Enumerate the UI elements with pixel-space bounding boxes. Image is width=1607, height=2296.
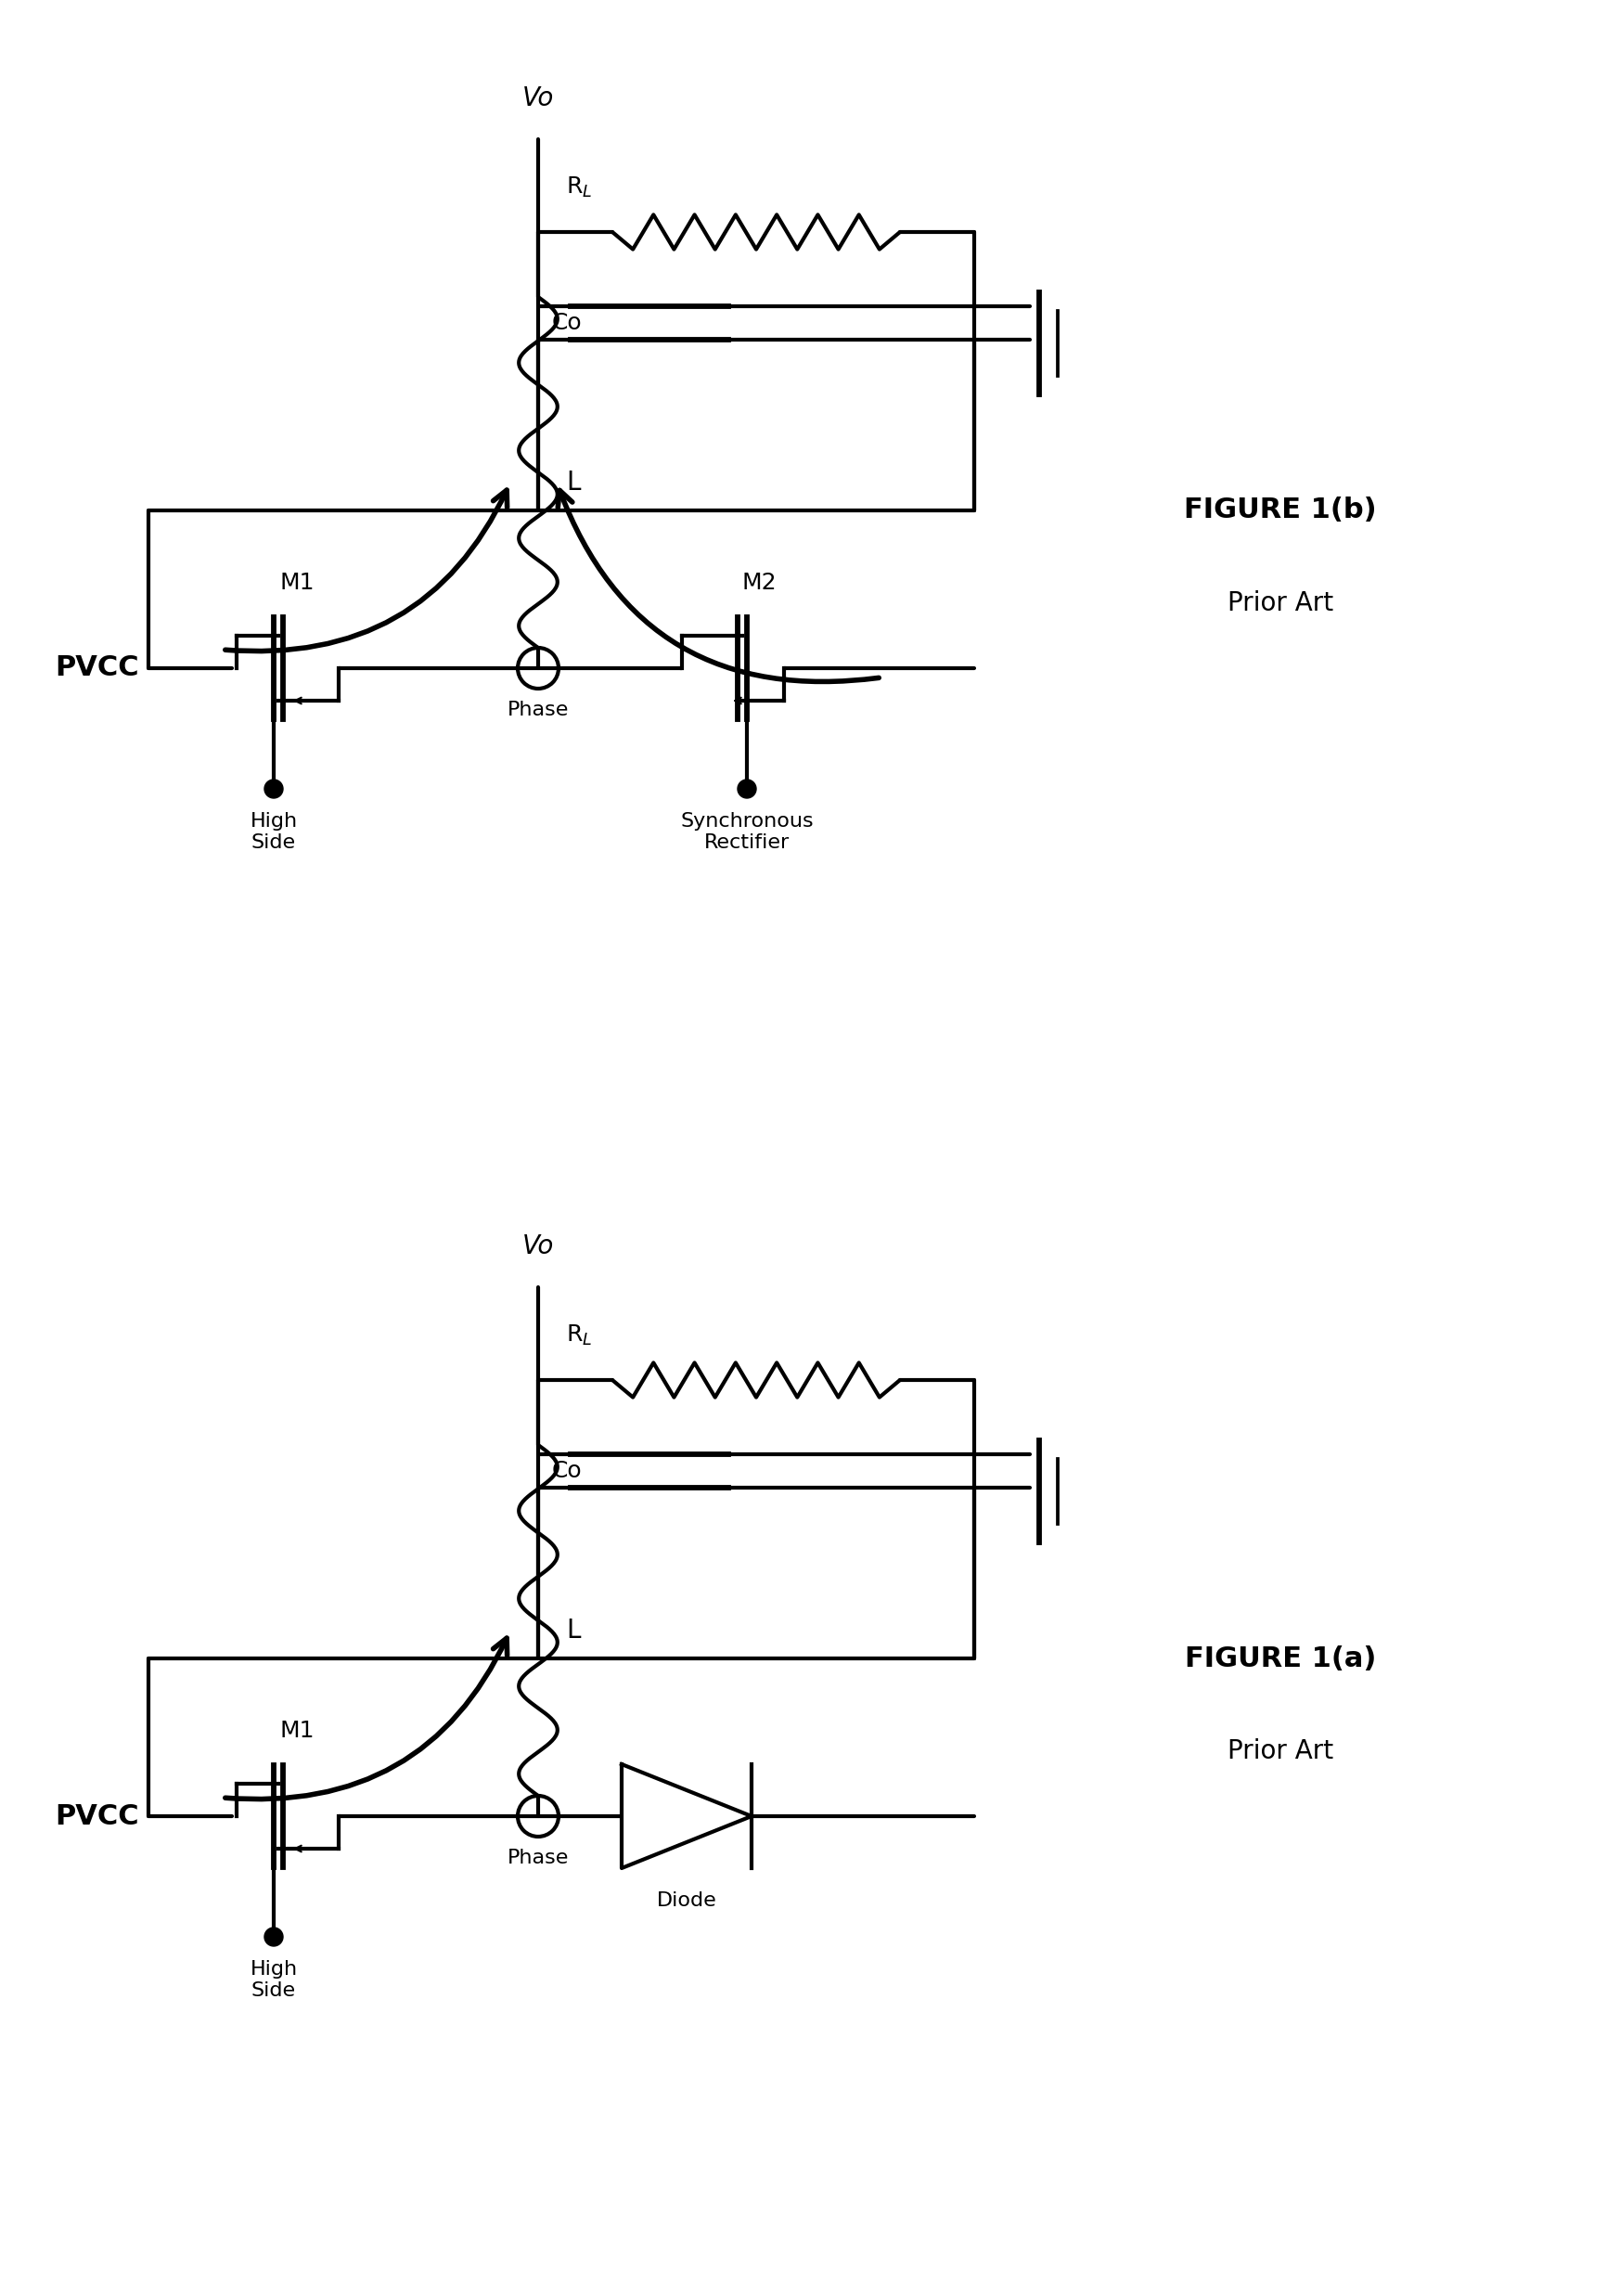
Text: M1: M1	[280, 1720, 315, 1743]
Text: Co: Co	[553, 1460, 582, 1483]
Text: Prior Art: Prior Art	[1228, 590, 1334, 615]
Text: FIGURE 1(b): FIGURE 1(b)	[1184, 496, 1377, 523]
Text: Diode: Diode	[657, 1892, 717, 1910]
Text: Vo: Vo	[522, 1233, 554, 1261]
Text: Phase: Phase	[508, 700, 569, 719]
Circle shape	[738, 781, 757, 799]
Text: M2: M2	[742, 572, 778, 595]
Text: Co: Co	[553, 312, 582, 335]
Text: R$_L$: R$_L$	[566, 1322, 593, 1348]
Text: Prior Art: Prior Art	[1228, 1738, 1334, 1763]
Text: PVCC: PVCC	[55, 1802, 140, 1830]
Text: L: L	[566, 1619, 580, 1644]
Text: R$_L$: R$_L$	[566, 174, 593, 200]
Text: Phase: Phase	[508, 1848, 569, 1867]
Text: L: L	[566, 471, 580, 496]
Text: PVCC: PVCC	[55, 654, 140, 682]
Text: M1: M1	[280, 572, 315, 595]
Text: Synchronous
Rectifier: Synchronous Rectifier	[680, 813, 813, 852]
Text: High
Side: High Side	[251, 813, 297, 852]
Text: Vo: Vo	[522, 85, 554, 113]
Text: FIGURE 1(a): FIGURE 1(a)	[1184, 1644, 1376, 1671]
Circle shape	[265, 781, 283, 799]
Text: High
Side: High Side	[251, 1961, 297, 2000]
Circle shape	[265, 1929, 283, 1947]
